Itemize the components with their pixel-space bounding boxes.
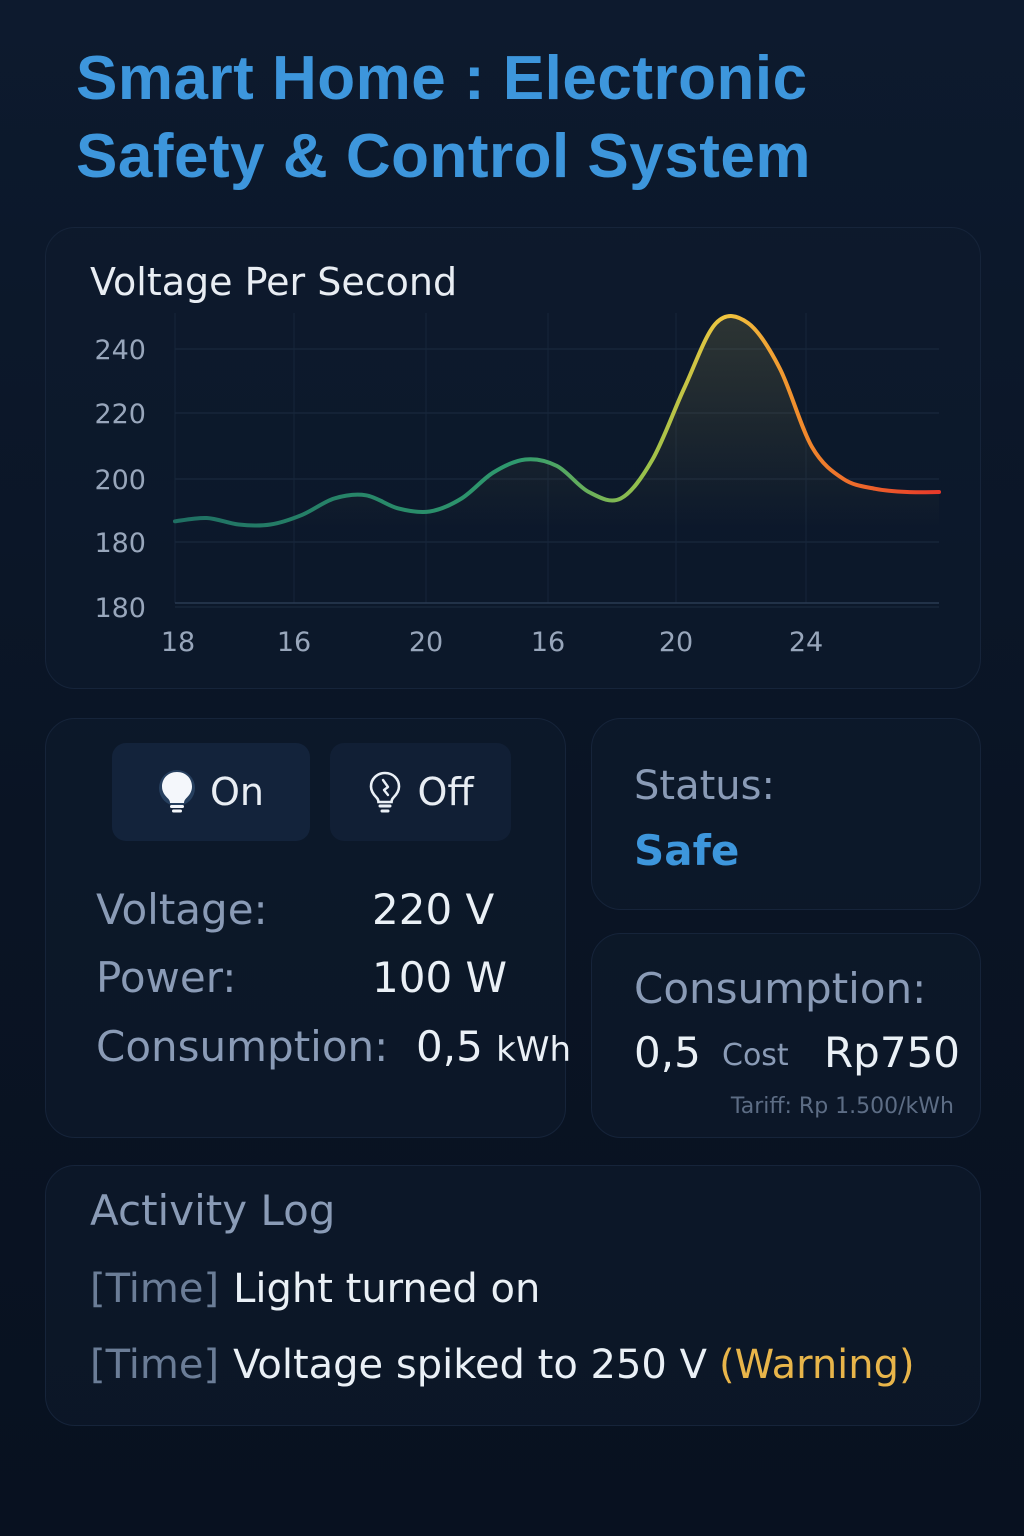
voltage-chart-card: 240 220 200 180 180 18 16 20 16 20 24 Voltage Per… — [45, 227, 981, 689]
tariff-note: Tariff: Rp 1.500/kWh — [730, 1094, 954, 1119]
voltage-label: Voltage: — [96, 885, 268, 934]
lightbulb-on-icon — [159, 770, 195, 813]
log-entry-warning: (Warning) — [718, 1342, 915, 1388]
x-tick-label: 16 — [531, 627, 565, 658]
y-tick-label: 180 — [94, 593, 146, 624]
x-tick-label: 18 — [161, 627, 195, 658]
voltage-line — [173, 314, 941, 528]
log-entry: [Time] Voltage spiked to 250 V (Warning) — [90, 1342, 915, 1388]
off-button-label: Off — [417, 770, 474, 814]
cost-label: Cost — [722, 1038, 789, 1073]
title-line-1: Smart Home : Electronic — [76, 44, 808, 113]
y-tick-label: 240 — [94, 335, 146, 366]
log-entry-time: [Time] — [90, 1342, 220, 1388]
log-entry: [Time] Light turned on — [90, 1266, 540, 1312]
x-tick-label: 24 — [789, 627, 823, 658]
activity-log-title: Activity Log — [90, 1186, 336, 1235]
voltage-chart: 240 220 200 180 180 18 16 20 16 20 24 — [94, 313, 941, 658]
control-panel: On Off Voltage: 220 V Power: 100 W Consu… — [45, 718, 571, 1138]
x-tick-label: 20 — [409, 627, 443, 658]
consumption-card-label: Consumption: — [634, 964, 927, 1013]
x-tick-label: 20 — [659, 627, 693, 658]
cost-value: Rp750 — [824, 1028, 961, 1077]
consumption-value: 0,5 kWh — [416, 1022, 571, 1075]
status-value: Safe — [634, 826, 740, 875]
consumption-label: Consumption: — [96, 1022, 389, 1071]
on-button-label: On — [210, 770, 264, 814]
power-label: Power: — [96, 953, 237, 1002]
on-button[interactable]: On — [112, 743, 310, 841]
chart-title: Voltage Per Second — [90, 260, 458, 304]
consumption-card-value: 0,5 — [634, 1028, 701, 1077]
voltage-area — [175, 316, 939, 603]
log-entry-message: Voltage spiked to 250 V — [233, 1342, 707, 1388]
power-value: 100 W — [372, 953, 508, 1002]
consumption-card: Consumption: 0,5 Cost Rp750 Tariff: Rp 1… — [591, 933, 981, 1138]
lightbulb-off-icon — [370, 771, 401, 813]
y-tick-label: 180 — [94, 528, 146, 559]
status-label: Status: — [634, 763, 775, 809]
y-axis-ticks: 240 220 200 180 180 — [94, 335, 146, 624]
off-button[interactable]: Off — [330, 743, 511, 841]
y-tick-label: 220 — [94, 399, 146, 430]
status-card: Status: Safe — [591, 718, 981, 910]
activity-log: Activity Log [Time] Light turned on [Time… — [45, 1165, 981, 1426]
voltage-value: 220 V — [372, 885, 495, 934]
consumption-number: 0,5 — [416, 1022, 483, 1071]
title-line-2: Safety & Control System — [76, 122, 812, 191]
log-entry-time: [Time] — [90, 1266, 220, 1312]
x-tick-label: 16 — [277, 627, 311, 658]
page-title: Smart Home : Electronic Safety & Control… — [76, 40, 976, 196]
x-axis-ticks: 18 16 20 16 20 24 — [161, 627, 823, 658]
y-tick-label: 200 — [94, 465, 146, 496]
log-entry-message: Light turned on — [233, 1266, 541, 1312]
consumption-unit: kWh — [496, 1030, 572, 1070]
